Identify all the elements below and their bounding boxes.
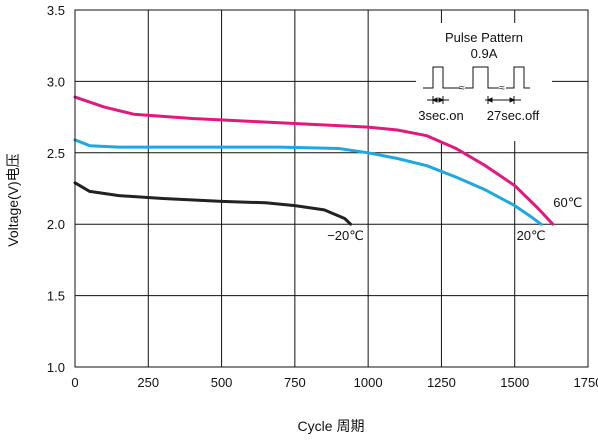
break-mark-2: ≈ [499, 83, 505, 94]
plot-frame [74, 9, 589, 368]
x-tick-label: 1500 [500, 375, 529, 390]
series-label: −20℃ [327, 228, 364, 243]
series-labels: 60℃ 20℃ −20℃ [327, 195, 582, 243]
y-tick-label: 2.5 [47, 146, 65, 161]
series-group [73, 95, 555, 226]
off-duration-label: 27sec.off [487, 108, 540, 123]
series-line [73, 95, 555, 226]
on-duration-label: 3sec.on [418, 108, 464, 123]
x-tick-label: 1250 [427, 375, 456, 390]
y-tick-label: 1.0 [47, 360, 65, 375]
x-tick-label: 250 [137, 375, 159, 390]
x-tick-label: 1750 [574, 375, 598, 390]
y-tick-label: 3.0 [47, 74, 65, 89]
series-label: 20℃ [517, 228, 546, 243]
y-tick-label: 1.5 [47, 289, 65, 304]
inset-current: 0.9A [471, 46, 498, 61]
series-line [73, 181, 353, 226]
pulse-waveform [423, 66, 530, 89]
off-dimension-arrow [485, 96, 521, 104]
x-tick-label: 500 [211, 375, 233, 390]
inset-title: Pulse Pattern [445, 30, 523, 45]
tick-labels: 0 250 500 750 1000 1250 1500 1750 1.0 1.5 2.0 2.5 3.… [47, 3, 598, 390]
break-mark-1: ≈ [459, 83, 465, 94]
pulse-pattern-inset: Pulse Pattern 0.9A ≈ ≈ 3sec.on 27sec.off [416, 23, 552, 141]
y-tick-label: 2.0 [47, 217, 65, 232]
x-tick-label: 750 [284, 375, 306, 390]
inset-background [416, 23, 552, 141]
x-axis-label: Cycle 周期 [298, 418, 365, 434]
y-tick-label: 3.5 [47, 3, 65, 18]
on-dimension-arrow [427, 96, 449, 104]
series-label: 60℃ [553, 195, 582, 210]
x-tick-label: 1000 [354, 375, 383, 390]
x-tick-label: 0 [71, 375, 78, 390]
series-line [73, 138, 543, 226]
y-axis-label: Voltage(V)电压 [5, 153, 21, 246]
